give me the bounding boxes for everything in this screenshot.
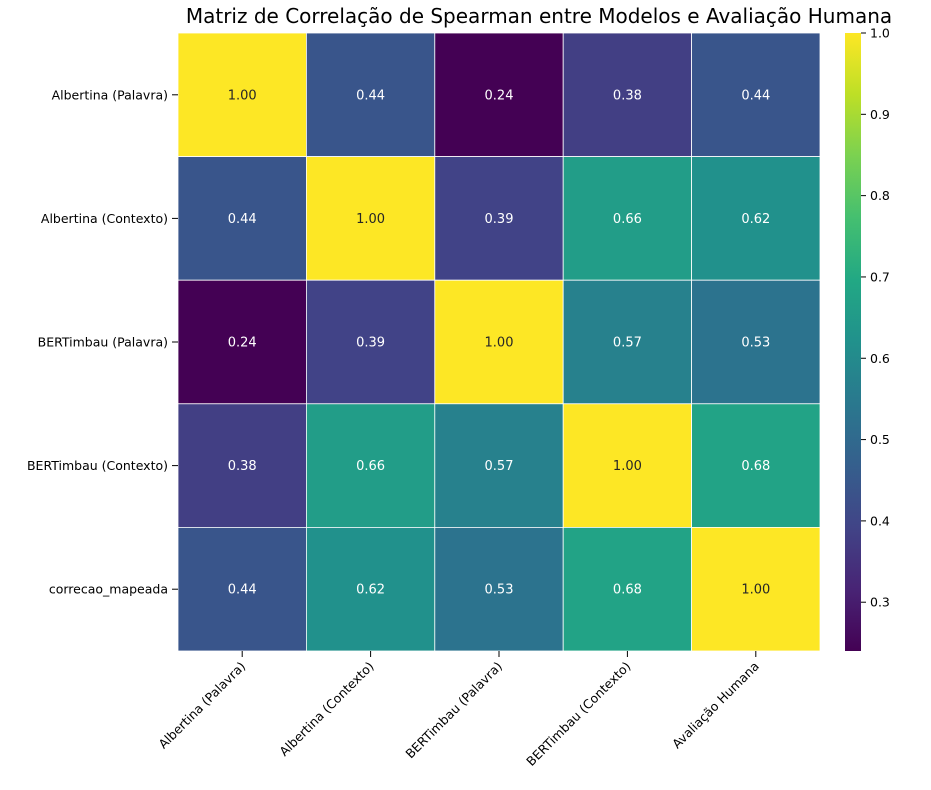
heatmap-cell-r2-c3 xyxy=(562,279,693,405)
row-tick-label-4: correcao_mapeada xyxy=(49,582,168,597)
cell-value-r3-c0: 0.38 xyxy=(228,459,257,474)
cell-value-r3-c1: 0.66 xyxy=(356,459,385,474)
colorbar-tick-label-0: 0.3 xyxy=(870,595,890,610)
cell-value-r1-c4: 0.62 xyxy=(741,212,770,227)
cell-value-r4-c3: 0.68 xyxy=(613,583,642,598)
colorbar-tick-label-6: 0.9 xyxy=(870,107,890,122)
col-tick-label-1: Albertina (Contexto) xyxy=(276,659,376,759)
cell-value-r4-c4: 1.00 xyxy=(741,583,770,598)
cell-value-r4-c1: 0.62 xyxy=(356,583,385,598)
heatmap-cell-r2-c4 xyxy=(691,279,821,405)
cell-value-r2-c1: 0.39 xyxy=(356,336,385,351)
heatmap-cell-r4-c4 xyxy=(691,527,821,652)
cell-value-r2-c4: 0.53 xyxy=(741,336,770,351)
colorbar-tick-label-7: 1.0 xyxy=(870,26,890,41)
col-tick-label-0: Albertina (Palavra) xyxy=(155,659,248,752)
heatmap-cells: 1.00 0.44 0.24 0.38 0.44 0.44 1.00 0.39 0.66 0.62… xyxy=(177,32,821,652)
cell-value-r0-c0: 1.00 xyxy=(228,88,257,103)
cell-value-r3-c2: 0.57 xyxy=(485,459,514,474)
cell-value-r0-c3: 0.38 xyxy=(613,88,642,103)
row-tick-label-1: Albertina (Contexto) xyxy=(41,211,168,226)
cell-value-r3-c4: 0.68 xyxy=(741,459,770,474)
cell-value-r2-c2: 1.00 xyxy=(485,336,514,351)
heatmap-cell-r1-c0 xyxy=(177,156,307,281)
heatmap-cell-r3-c2 xyxy=(434,403,564,528)
cell-value-r1-c2: 0.39 xyxy=(485,212,514,227)
heatmap-cell-r1-c1 xyxy=(305,156,436,281)
cell-value-r4-c2: 0.53 xyxy=(485,583,514,598)
cell-value-r2-c3: 0.57 xyxy=(613,336,642,351)
heatmap-cell-r1-c4 xyxy=(691,156,821,281)
colorbar-tick-label-4: 0.7 xyxy=(870,269,890,284)
cell-value-r4-c0: 0.44 xyxy=(228,583,257,598)
heatmap-cell-r3-c1 xyxy=(305,403,436,528)
row-tick-labels: Albertina (Palavra) Albertina (Contexto) B… xyxy=(27,87,178,597)
heatmap-cell-r4-c1 xyxy=(305,527,436,652)
row-tick-label-0: Albertina (Palavra) xyxy=(52,87,168,102)
colorbar-tick-label-1: 0.4 xyxy=(870,513,890,528)
heatmap-cell-r3-c4 xyxy=(691,403,821,528)
cell-value-r0-c1: 0.44 xyxy=(356,88,385,103)
cell-value-r3-c3: 1.00 xyxy=(613,459,642,474)
chart-title: Matriz de Correlação de Spearman entre M… xyxy=(186,4,892,28)
colorbar-gradient xyxy=(845,33,861,651)
heatmap-cell-r4-c0 xyxy=(177,527,307,652)
row-tick-label-2: BERTimbau (Palavra) xyxy=(38,335,168,350)
colorbar: 0.3 0.4 0.5 0.6 0.7 0.8 0.9 1.0 xyxy=(845,26,890,651)
heatmap-cell-r2-c2 xyxy=(434,279,564,405)
heatmap-cell-r2-c1 xyxy=(305,279,436,405)
column-tick-labels: Albertina (Palavra) Albertina (Contexto) B… xyxy=(155,651,762,769)
cell-value-r0-c4: 0.44 xyxy=(741,88,770,103)
heatmap-cell-r0-c4 xyxy=(691,32,821,157)
heatmap-cell-r0-c3 xyxy=(562,32,693,157)
cell-value-r1-c0: 0.44 xyxy=(228,212,257,227)
heatmap-cell-r3-c3 xyxy=(562,403,693,528)
heatmap-cell-r0-c2 xyxy=(434,32,564,157)
heatmap-cell-r0-c0 xyxy=(177,32,307,157)
colorbar-tick-label-2: 0.5 xyxy=(870,432,890,447)
colorbar-tick-label-3: 0.6 xyxy=(870,351,890,366)
row-tick-label-3: BERTimbau (Contexto) xyxy=(27,458,168,473)
heatmap-cell-r4-c2 xyxy=(434,527,564,652)
cell-value-r2-c0: 0.24 xyxy=(228,336,257,351)
col-tick-label-4: Avaliação Humana xyxy=(669,659,762,752)
heatmap-cell-r1-c2 xyxy=(434,156,564,281)
col-tick-label-2: BERTimbau (Palavra) xyxy=(402,659,505,762)
cell-value-r0-c2: 0.24 xyxy=(485,88,514,103)
cell-value-r1-c3: 0.66 xyxy=(613,212,642,227)
cell-value-r1-c1: 1.00 xyxy=(356,212,385,227)
colorbar-tick-label-5: 0.8 xyxy=(870,188,890,203)
heatmap-cell-r0-c1 xyxy=(305,32,436,157)
col-tick-label-3: BERTimbau (Contexto) xyxy=(523,659,633,769)
